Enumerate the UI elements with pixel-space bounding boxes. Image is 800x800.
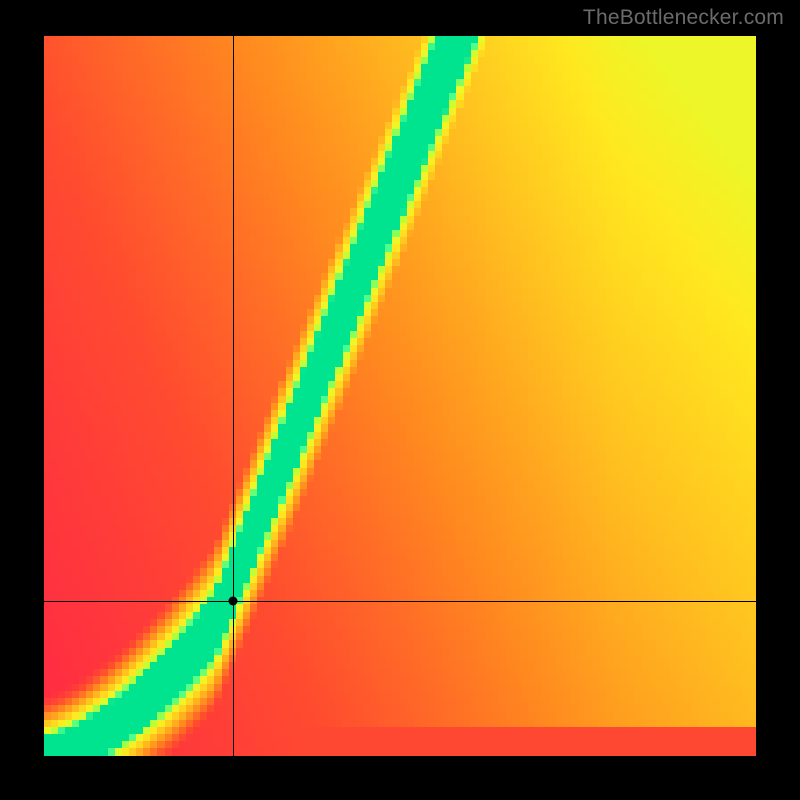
crosshair-vertical bbox=[233, 36, 234, 756]
watermark-text: TheBottlenecker.com bbox=[583, 6, 784, 30]
marker-dot bbox=[228, 597, 237, 606]
heatmap-plot bbox=[44, 36, 756, 756]
heatmap-canvas bbox=[44, 36, 756, 756]
chart-container: TheBottlenecker.com bbox=[0, 0, 800, 800]
crosshair-horizontal bbox=[44, 601, 756, 602]
